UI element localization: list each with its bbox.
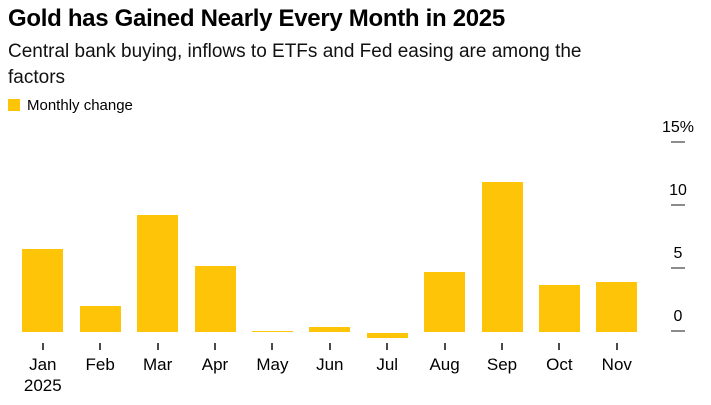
x-label-nov: Nov (601, 355, 632, 374)
bar-sep[interactable] (481, 182, 523, 333)
x-label-aug: Aug (429, 355, 460, 374)
x-axis-tick (386, 343, 389, 350)
x-axis-tick (443, 343, 446, 350)
bar-mar[interactable] (137, 215, 179, 333)
y-label-10: 10 (669, 181, 687, 199)
y-axis-tick (671, 330, 685, 332)
y-axis-tick (671, 266, 685, 269)
chart-subtitle: Central bank buying, inflows to ETFs and… (8, 39, 582, 91)
x-axis-tick (99, 343, 102, 350)
bar-jul[interactable] (366, 332, 408, 338)
x-label-sep: Sep (486, 355, 518, 374)
y-label-5: 5 (673, 244, 683, 262)
x-axis-tick (615, 343, 618, 350)
x-label-apr: Apr (201, 355, 229, 374)
x-axis-tick (156, 343, 159, 350)
chart-title: Gold has Gained Nearly Every Month in 20… (8, 5, 505, 32)
legend: Monthly change (8, 96, 133, 114)
y-label-15: 15% (661, 118, 695, 136)
x-label-jul: Jul (376, 355, 399, 374)
bar-apr[interactable] (194, 265, 236, 333)
x-label-may: May (256, 355, 289, 374)
bar-may[interactable] (251, 331, 293, 333)
bar-feb[interactable] (79, 305, 121, 333)
legend-swatch-icon (8, 99, 20, 111)
y-label-0: 0 (673, 308, 683, 325)
bar-jun[interactable] (309, 327, 351, 333)
x-axis-tick (501, 343, 503, 350)
x-axis-tick (558, 343, 561, 350)
x-axis-tick (271, 343, 274, 350)
x-label-oct: Oct (546, 355, 573, 374)
x-axis-tick (328, 343, 331, 350)
bar-nov[interactable] (596, 281, 638, 333)
chart-subtitle-line1: Central bank buying, inflows to ETFs and… (8, 41, 582, 62)
x-label-mar: Mar (142, 355, 173, 374)
bar-oct[interactable] (538, 284, 580, 333)
chart-subtitle-line2: factors (8, 67, 66, 88)
y-axis-tick (671, 140, 685, 143)
x-label-jun: Jun (316, 355, 344, 374)
x-axis-tick (41, 343, 44, 350)
x-year-label: 2025 (23, 376, 62, 395)
x-axis-tick (214, 343, 216, 350)
bar-aug[interactable] (424, 271, 466, 333)
x-label-feb: Feb (85, 355, 115, 374)
x-label-jan: Jan (29, 355, 57, 374)
bar-jan[interactable] (22, 249, 64, 333)
legend-label: Monthly change (27, 96, 133, 114)
y-axis-tick (671, 203, 685, 206)
